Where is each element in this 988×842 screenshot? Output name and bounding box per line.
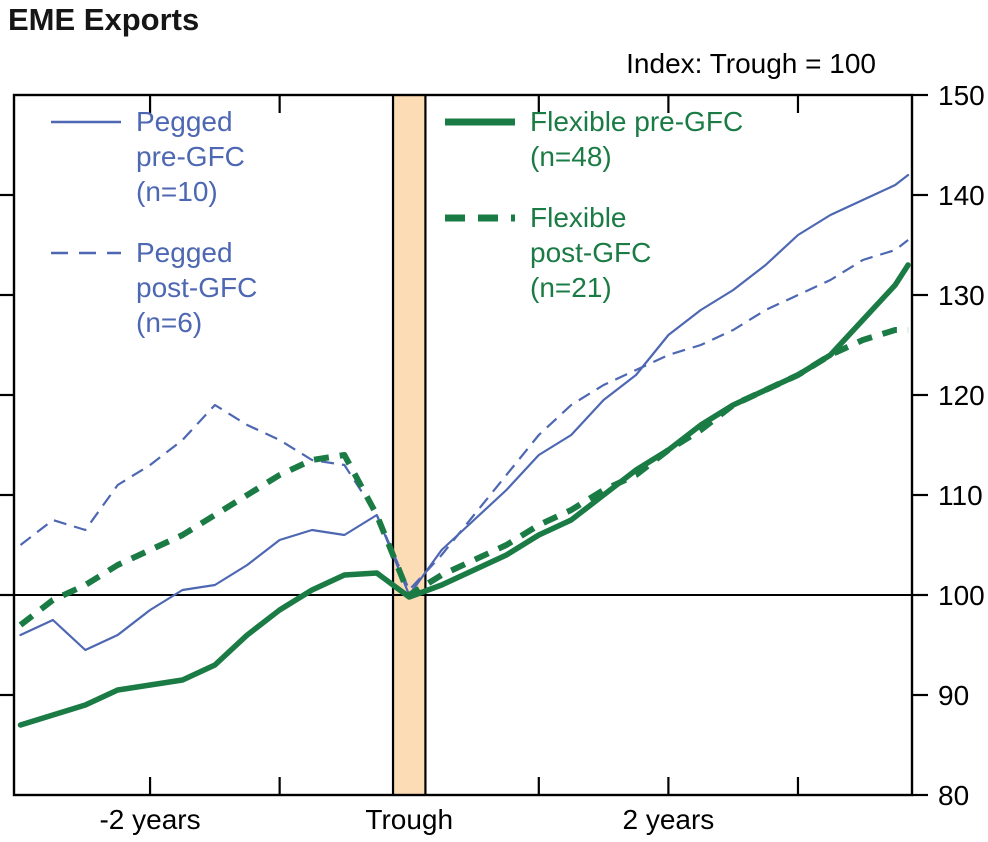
page-title: EME Exports bbox=[8, 2, 200, 37]
legend-label-flexible-pre: Flexible pre-GFC (n=48) bbox=[530, 104, 743, 174]
y-axis-label: 120 bbox=[938, 380, 985, 411]
x-axis-label: -2 years bbox=[99, 804, 200, 835]
legend-label-pegged-post: Pegged post-GFC (n=6) bbox=[136, 235, 257, 340]
legend-flexible: Flexible pre-GFC (n=48) Flexible post-GF… bbox=[444, 104, 743, 305]
legend-label-line: (n=10) bbox=[136, 176, 218, 207]
legend-label-line: pre-GFC bbox=[136, 141, 245, 172]
legend-pegged: Pegged pre-GFC (n=10) Pegged post-GFC (n… bbox=[50, 104, 257, 340]
legend-label-pegged-pre: Pegged pre-GFC (n=10) bbox=[136, 104, 245, 209]
series-line-flexible-post-gfc bbox=[18, 327, 909, 628]
x-axis-label: Trough bbox=[365, 804, 453, 835]
x-axis-label: 2 years bbox=[622, 804, 714, 835]
legend-label-line: post-GFC bbox=[530, 237, 652, 268]
y-axis-label: 100 bbox=[938, 580, 985, 611]
pegged-post-dashed-line-sample-icon bbox=[51, 251, 121, 255]
legend-label-line: (n=21) bbox=[530, 272, 612, 303]
legend-label-line: (n=48) bbox=[530, 141, 612, 172]
series-line-pegged-post-gfc bbox=[19, 239, 909, 592]
legend-label-line: (n=6) bbox=[136, 307, 203, 338]
legend-item-pegged-post: Pegged post-GFC (n=6) bbox=[50, 235, 257, 340]
legend-item-pegged-pre: Pegged pre-GFC (n=10) bbox=[50, 104, 257, 209]
flexible-pre-line-sample-icon bbox=[445, 118, 515, 126]
legend-label-line: post-GFC bbox=[136, 272, 258, 303]
series-line-pegged-pre-gfc bbox=[19, 173, 910, 652]
y-axis-label: 80 bbox=[938, 780, 969, 811]
y-axis-label: 130 bbox=[938, 280, 985, 311]
plot-border bbox=[12, 93, 914, 797]
legend-label-line: Flexible pre-GFC bbox=[530, 106, 744, 137]
legend-label-line: Pegged bbox=[136, 106, 233, 137]
y-axis-label: 150 bbox=[938, 80, 985, 111]
legend-label-line: Pegged bbox=[136, 237, 233, 268]
legend-label-flexible-post: Flexible post-GFC (n=21) bbox=[530, 200, 651, 305]
legend-item-flexible-post: Flexible post-GFC (n=21) bbox=[444, 200, 743, 305]
legend-label-line: Flexible bbox=[530, 202, 627, 233]
flexible-post-dashed-line-sample-icon bbox=[445, 214, 515, 222]
y-axis-label: 140 bbox=[938, 180, 985, 211]
y-axis-label: 110 bbox=[938, 480, 983, 511]
y-axis-label: 90 bbox=[938, 680, 969, 711]
legend-item-flexible-pre: Flexible pre-GFC (n=48) bbox=[444, 104, 743, 174]
index-note: Index: Trough = 100 bbox=[626, 48, 876, 79]
pegged-pre-line-sample-icon bbox=[51, 120, 121, 124]
trough-band bbox=[393, 95, 426, 795]
